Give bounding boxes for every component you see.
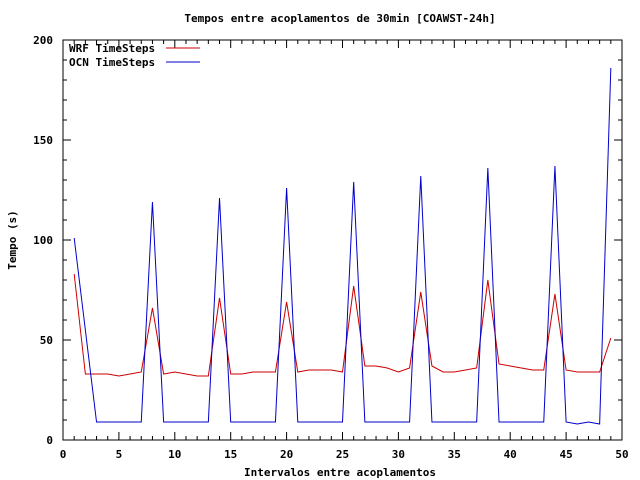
- y-tick-label: 200: [33, 34, 53, 47]
- y-tick-label: 150: [33, 134, 53, 147]
- x-tick-label: 45: [559, 448, 572, 461]
- x-tick-label: 40: [504, 448, 517, 461]
- x-tick-label: 15: [224, 448, 237, 461]
- series-layer: [73, 67, 612, 425]
- chart-title: Tempos entre acoplamentos de 30min [COAW…: [184, 12, 495, 25]
- x-axis-label: Intervalos entre acoplamentos: [244, 466, 436, 479]
- y-tick-label: 50: [40, 334, 53, 347]
- legend-label: WRF TimeSteps: [69, 42, 155, 55]
- x-tick-label: 35: [448, 448, 461, 461]
- axis-ticks: 0 5 10 15 20 25 30 35 40 45 50 0 50 100 150 200: [33, 34, 629, 461]
- x-tick-label: 20: [280, 448, 293, 461]
- legend-label: OCN TimeSteps: [69, 56, 155, 69]
- x-tick-label: 30: [392, 448, 405, 461]
- x-tick-label: 50: [615, 448, 628, 461]
- x-tick-label: 10: [168, 448, 181, 461]
- x-tick-label: 5: [116, 448, 123, 461]
- y-tick-label: 0: [46, 434, 53, 447]
- series-line-wrf: [73, 273, 612, 377]
- x-tick-label: 25: [336, 448, 349, 461]
- x-tick-label: 0: [60, 448, 67, 461]
- plot-frame: [62, 39, 623, 441]
- y-tick-label: 100: [33, 234, 53, 247]
- y-axis-label: Tempo (s): [6, 210, 19, 270]
- series-line-ocn: [73, 67, 612, 425]
